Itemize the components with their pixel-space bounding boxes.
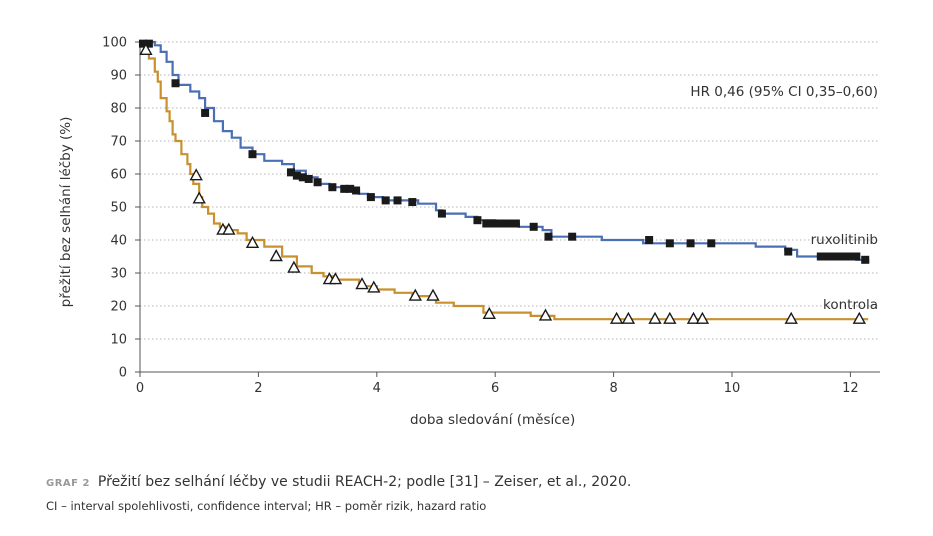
y-tick-label: 80	[110, 102, 127, 117]
censor-marker-ruxolitinib	[500, 219, 509, 228]
y-axis-label: přežití bez selhání léčby (%)	[58, 117, 74, 308]
censor-marker-kontrola	[328, 272, 343, 285]
x-tick-label: 10	[724, 381, 741, 396]
censor-marker-kontrola	[355, 277, 369, 290]
series-label-ruxolitinib: ruxolitinib	[811, 232, 878, 248]
y-tick-label: 30	[110, 267, 127, 282]
censor-marker-ruxolitinib	[248, 150, 257, 159]
censor-marker-kontrola	[408, 288, 422, 301]
censor-marker-ruxolitinib	[511, 219, 520, 228]
y-tick-label: 0	[119, 366, 127, 381]
censor-marker-ruxolitinib	[861, 255, 870, 264]
censor-marker-ruxolitinib	[346, 184, 355, 193]
x-tick-label: 6	[491, 381, 499, 396]
caption-text: Přežití bez selhání léčby ve studii REAC…	[97, 474, 632, 490]
censor-marker-ruxolitinib	[645, 236, 654, 244]
censor-marker-ruxolitinib	[840, 252, 849, 261]
censor-marker-kontrola	[686, 311, 701, 324]
censor-marker-ruxolitinib	[201, 108, 210, 117]
censor-marker-ruxolitinib	[352, 186, 361, 195]
censor-marker-kontrola	[609, 311, 624, 324]
censor-marker-kontrola	[621, 311, 636, 324]
censor-marker-ruxolitinib	[393, 196, 402, 205]
censor-marker-ruxolitinib	[494, 219, 503, 228]
censor-marker-ruxolitinib	[328, 183, 337, 192]
x-tick-label: 2	[254, 381, 262, 396]
x-tick-label: 12	[842, 381, 859, 396]
censor-marker-ruxolitinib	[138, 39, 147, 48]
y-tick-label: 20	[110, 300, 127, 315]
censor-marker-ruxolitinib	[784, 247, 793, 256]
figure-caption: GRAF 2 Přežití bez selhání léčby ve studi…	[46, 474, 631, 490]
censor-marker-kontrola	[852, 311, 866, 324]
censor-marker-kontrola	[648, 311, 662, 324]
censor-marker-kontrola	[663, 311, 677, 324]
censor-marker-kontrola	[139, 42, 153, 55]
tick-labels: 0 10 20 30 40 50 60 70 80 90 100 0 2 4 6 8 10 12	[102, 36, 859, 397]
censor-marker-ruxolitinib	[298, 173, 307, 182]
censor-marker-kontrola	[269, 249, 283, 262]
censor-markers	[138, 39, 870, 324]
censor-marker-ruxolitinib	[828, 252, 837, 261]
censor-marker-kontrola	[367, 280, 381, 293]
censor-marker-ruxolitinib	[408, 198, 417, 207]
censor-marker-ruxolitinib	[822, 252, 831, 261]
x-tick-label: 4	[373, 381, 381, 396]
censor-marker-kontrola	[245, 235, 260, 249]
censor-marker-kontrola	[426, 288, 440, 301]
y-tick-label: 60	[110, 168, 127, 183]
grid-lines	[140, 41, 880, 340]
censor-marker-ruxolitinib	[171, 79, 180, 88]
y-tick-label: 100	[102, 36, 127, 51]
censor-marker-kontrola	[482, 306, 496, 319]
censor-marker-kontrola	[192, 191, 206, 204]
series-label-kontrola: kontrola	[823, 297, 878, 313]
censor-marker-kontrola	[287, 260, 301, 273]
censor-marker-kontrola	[695, 311, 710, 324]
x-tick-label: 0	[136, 381, 144, 396]
y-tick-label: 10	[110, 333, 127, 348]
x-axis-label: doba sledování (měsíce)	[410, 412, 575, 428]
hr-annotation: HR 0,46 (95% CI 0,35–0,60)	[690, 84, 878, 100]
censor-marker-ruxolitinib	[529, 222, 538, 231]
censor-marker-ruxolitinib	[816, 252, 825, 261]
km-chart: 0 10 20 30 40 50 60 70 80 90 100 0 2 4 6 8 10 12 doba sle…	[58, 36, 880, 428]
y-tick-label: 50	[110, 201, 127, 216]
censor-marker-ruxolitinib	[834, 252, 843, 261]
censor-marker-kontrola	[538, 308, 553, 321]
censor-marker-ruxolitinib	[292, 171, 301, 180]
censor-marker-kontrola	[189, 168, 203, 181]
censor-marker-ruxolitinib	[488, 219, 497, 228]
censor-marker-ruxolitinib	[686, 239, 695, 248]
censor-marker-ruxolitinib	[144, 39, 153, 48]
censor-marker-ruxolitinib	[506, 219, 514, 228]
censor-marker-ruxolitinib	[313, 178, 322, 187]
censor-marker-ruxolitinib	[340, 184, 349, 193]
censor-marker-ruxolitinib	[852, 252, 861, 261]
caption-label: GRAF 2	[46, 478, 90, 489]
censor-marker-ruxolitinib	[568, 232, 577, 241]
censor-marker-kontrola	[222, 222, 236, 235]
caption-footnote: CI – interval spolehlivosti, confidence …	[46, 499, 487, 513]
censor-marker-ruxolitinib	[381, 196, 390, 205]
censor-marker-ruxolitinib	[473, 216, 482, 225]
y-tick-label: 40	[110, 234, 127, 249]
censor-marker-ruxolitinib	[286, 168, 295, 177]
y-tick-label: 70	[110, 135, 127, 150]
censor-marker-ruxolitinib	[544, 232, 553, 241]
censor-marker-kontrola	[784, 311, 798, 324]
censor-marker-ruxolitinib	[437, 209, 446, 218]
y-tick-label: 90	[110, 69, 127, 84]
censor-marker-ruxolitinib	[482, 219, 491, 228]
censor-marker-ruxolitinib	[665, 239, 674, 248]
censor-marker-ruxolitinib	[304, 174, 313, 183]
x-tick-label: 8	[609, 381, 617, 396]
censor-marker-ruxolitinib	[366, 193, 375, 202]
censor-marker-ruxolitinib	[707, 239, 716, 248]
censor-marker-ruxolitinib	[846, 252, 855, 261]
